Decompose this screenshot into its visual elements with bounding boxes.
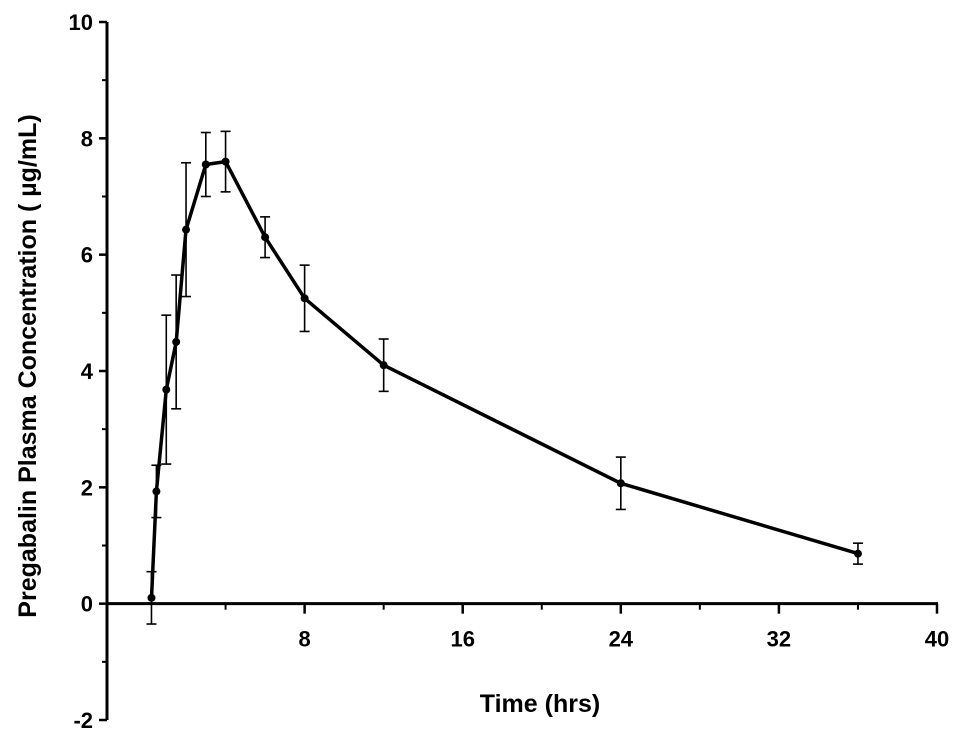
y-axis-title: Pregabalin Plasma Concentration ( µg/mL) <box>14 114 42 617</box>
x-axis-title: Time (hrs) <box>480 690 600 718</box>
data-point <box>221 157 230 166</box>
data-point <box>616 479 625 488</box>
ticks <box>99 20 939 722</box>
y-tick-label: 4 <box>81 359 94 384</box>
data-point <box>152 487 161 496</box>
y-tick-label: -2 <box>73 708 93 733</box>
data-point <box>853 549 862 558</box>
x-tick-label: 32 <box>767 627 791 652</box>
x-tick-label: 8 <box>298 627 310 652</box>
data-point <box>201 160 210 169</box>
y-tick-label: 8 <box>81 126 93 151</box>
series-line <box>149 159 859 598</box>
axes <box>105 22 938 720</box>
data-point <box>300 294 309 303</box>
y-tick-label: 10 <box>69 10 93 35</box>
data-point <box>379 361 388 370</box>
y-tick-label: 2 <box>81 475 93 500</box>
x-tick-label: 40 <box>925 627 949 652</box>
y-tick-label: 6 <box>81 243 93 268</box>
data-point <box>261 233 270 242</box>
data-point <box>162 385 171 394</box>
error-bars <box>146 130 863 625</box>
x-tick-label: 24 <box>609 627 634 652</box>
data-points <box>147 157 862 602</box>
x-tick-label: 16 <box>450 627 474 652</box>
data-point <box>147 593 156 602</box>
data-point <box>182 225 191 234</box>
data-point <box>172 337 181 346</box>
y-tick-label: 0 <box>81 592 93 617</box>
